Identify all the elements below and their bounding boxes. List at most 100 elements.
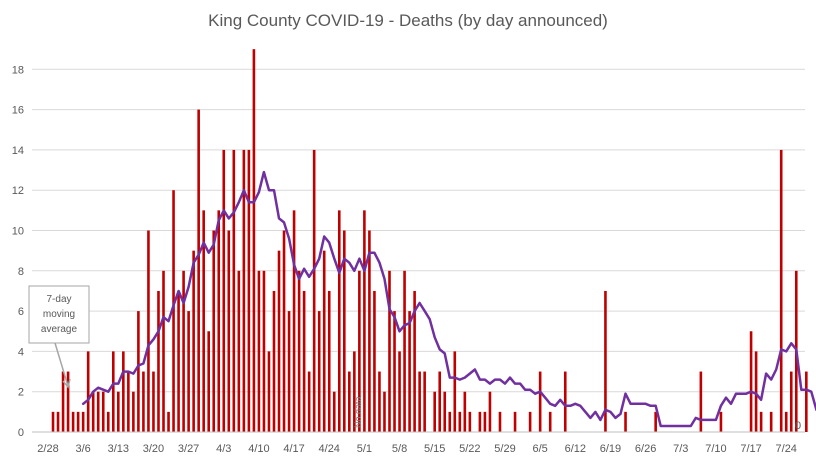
- bar: [363, 210, 366, 432]
- x-tick-label: 6/12: [565, 443, 586, 455]
- bar-series: [51, 49, 808, 433]
- bar: [86, 351, 90, 432]
- bar: [76, 411, 80, 432]
- x-tick-label: 3/27: [178, 443, 199, 455]
- bar: [162, 270, 165, 432]
- callout-arrowhead: [62, 378, 71, 389]
- y-tick-label: 16: [12, 105, 24, 117]
- bar: [353, 351, 356, 432]
- callout-line-2: moving: [43, 309, 75, 320]
- bar: [127, 371, 130, 432]
- bar: [122, 351, 125, 432]
- bar: [222, 149, 226, 432]
- y-tick-label: 0: [18, 427, 24, 439]
- chart-title: King County COVID-19 - Deaths (by day an…: [208, 11, 608, 30]
- bar: [307, 371, 311, 432]
- y-tick-label: 6: [18, 306, 24, 318]
- bar: [157, 290, 160, 432]
- x-tick-label: 4/24: [319, 443, 340, 455]
- bar: [358, 270, 361, 432]
- bar: [322, 250, 326, 432]
- bar: [468, 411, 472, 432]
- bar: [247, 149, 251, 432]
- bar: [282, 230, 286, 432]
- bar: [187, 311, 190, 432]
- bar: [197, 109, 200, 432]
- bar: [172, 190, 175, 432]
- bar: [769, 411, 773, 432]
- bar: [327, 290, 331, 432]
- bar: [192, 250, 195, 432]
- bar: [483, 411, 487, 432]
- bar: [332, 391, 336, 432]
- bar: [408, 311, 411, 432]
- bar: [453, 351, 457, 432]
- y-tick-label: 14: [12, 145, 24, 157]
- bar: [513, 411, 517, 432]
- bar: [212, 230, 216, 432]
- bar: [423, 371, 426, 432]
- bar: [433, 391, 436, 432]
- callout-line-1: 7-day: [46, 294, 71, 305]
- x-tick-label: 6/5: [533, 443, 548, 455]
- bar: [448, 411, 452, 432]
- bar: [257, 270, 261, 432]
- bar: [312, 149, 316, 432]
- bar: [237, 270, 241, 432]
- bar: [348, 371, 351, 432]
- bar: [789, 371, 793, 432]
- bar: [388, 270, 391, 432]
- bar: [418, 371, 421, 432]
- y-axis-ticks: 0 2 4 6 8 10 12 14 16 18: [12, 64, 24, 439]
- bar: [805, 371, 808, 432]
- x-tick-label: 4/17: [283, 443, 304, 455]
- bar: [152, 371, 155, 432]
- bar: [51, 411, 55, 432]
- bar: [398, 351, 401, 432]
- bar: [217, 210, 221, 432]
- bar: [252, 49, 256, 433]
- bar: [393, 311, 396, 432]
- x-tick-label: 7/17: [740, 443, 761, 455]
- bar: [302, 290, 306, 432]
- bar: [478, 411, 482, 432]
- bar: [242, 149, 246, 432]
- gridlines: [32, 68, 805, 393]
- x-tick-label: 5/1: [357, 443, 372, 455]
- bar: [654, 411, 657, 432]
- x-tick-label: 3/6: [76, 443, 91, 455]
- bar: [292, 210, 296, 432]
- bar: [337, 210, 341, 432]
- y-tick-label: 10: [12, 226, 24, 238]
- y-tick-label: 12: [12, 185, 24, 197]
- bar: [232, 149, 236, 432]
- x-tick-label: 4/10: [248, 443, 269, 455]
- x-axis-ticks: 2/28 3/6 3/13 3/20 3/27 4/3 4/10 4/17 4/24 5/1 5/8…: [37, 443, 797, 455]
- x-tick-label: 2/28: [37, 443, 58, 455]
- y-tick-label: 18: [12, 64, 24, 76]
- bar: [548, 411, 552, 432]
- bar: [719, 411, 723, 432]
- y-tick-label: 2: [18, 387, 24, 399]
- bar: [202, 210, 205, 432]
- bar: [759, 411, 763, 432]
- bar: [443, 391, 447, 432]
- x-tick-label: 7/24: [776, 443, 797, 455]
- no-data-label: No data: [353, 396, 363, 428]
- bar: [207, 331, 211, 432]
- bar: [101, 391, 105, 432]
- bar: [498, 411, 502, 432]
- bar: [71, 411, 75, 432]
- x-tick-label: 4/3: [216, 443, 231, 455]
- x-tick-label: 3/20: [143, 443, 164, 455]
- bar: [61, 371, 65, 432]
- x-tick-label: 5/29: [494, 443, 515, 455]
- bar: [754, 351, 758, 432]
- x-tick-label: 5/15: [424, 443, 445, 455]
- bar: [383, 391, 386, 432]
- bar: [488, 391, 492, 432]
- bar: [66, 371, 70, 432]
- end-value-label: 0: [795, 420, 801, 432]
- bar: [528, 411, 532, 432]
- bar: [287, 311, 291, 432]
